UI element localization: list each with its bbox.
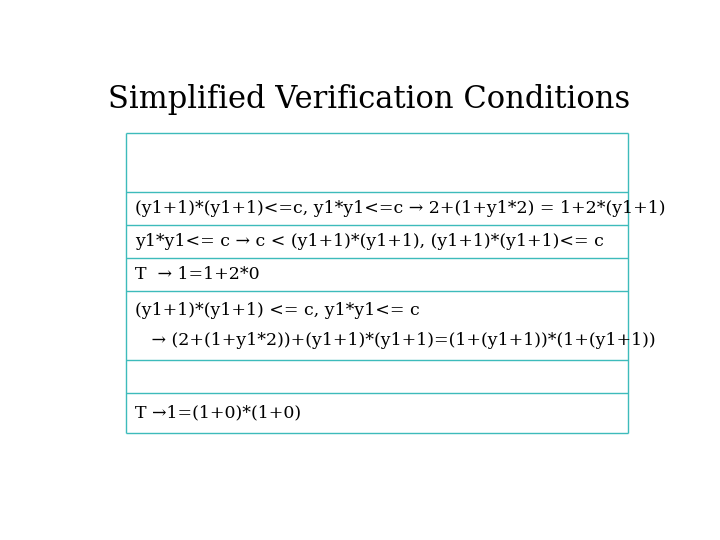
Text: T  → 1=1+2*0: T → 1=1+2*0 <box>135 266 259 284</box>
Text: y1*y1<= c → c < (y1+1)*(y1+1), (y1+1)*(y1+1)<= c: y1*y1<= c → c < (y1+1)*(y1+1), (y1+1)*(y… <box>135 233 603 250</box>
Text: (y1+1)*(y1+1)<=c, y1*y1<=c → 2+(1+y1*2) = 1+2*(y1+1): (y1+1)*(y1+1)<=c, y1*y1<=c → 2+(1+y1*2) … <box>135 200 665 217</box>
Text: → (2+(1+y1*2))+(y1+1)*(y1+1)=(1+(y1+1))*(1+(y1+1)): → (2+(1+y1*2))+(y1+1)*(y1+1)=(1+(y1+1))*… <box>135 332 655 349</box>
Text: T →1=(1+0)*(1+0): T →1=(1+0)*(1+0) <box>135 404 301 422</box>
Text: Simplified Verification Conditions: Simplified Verification Conditions <box>108 84 630 114</box>
Text: (y1+1)*(y1+1) <= c, y1*y1<= c: (y1+1)*(y1+1) <= c, y1*y1<= c <box>135 302 419 319</box>
